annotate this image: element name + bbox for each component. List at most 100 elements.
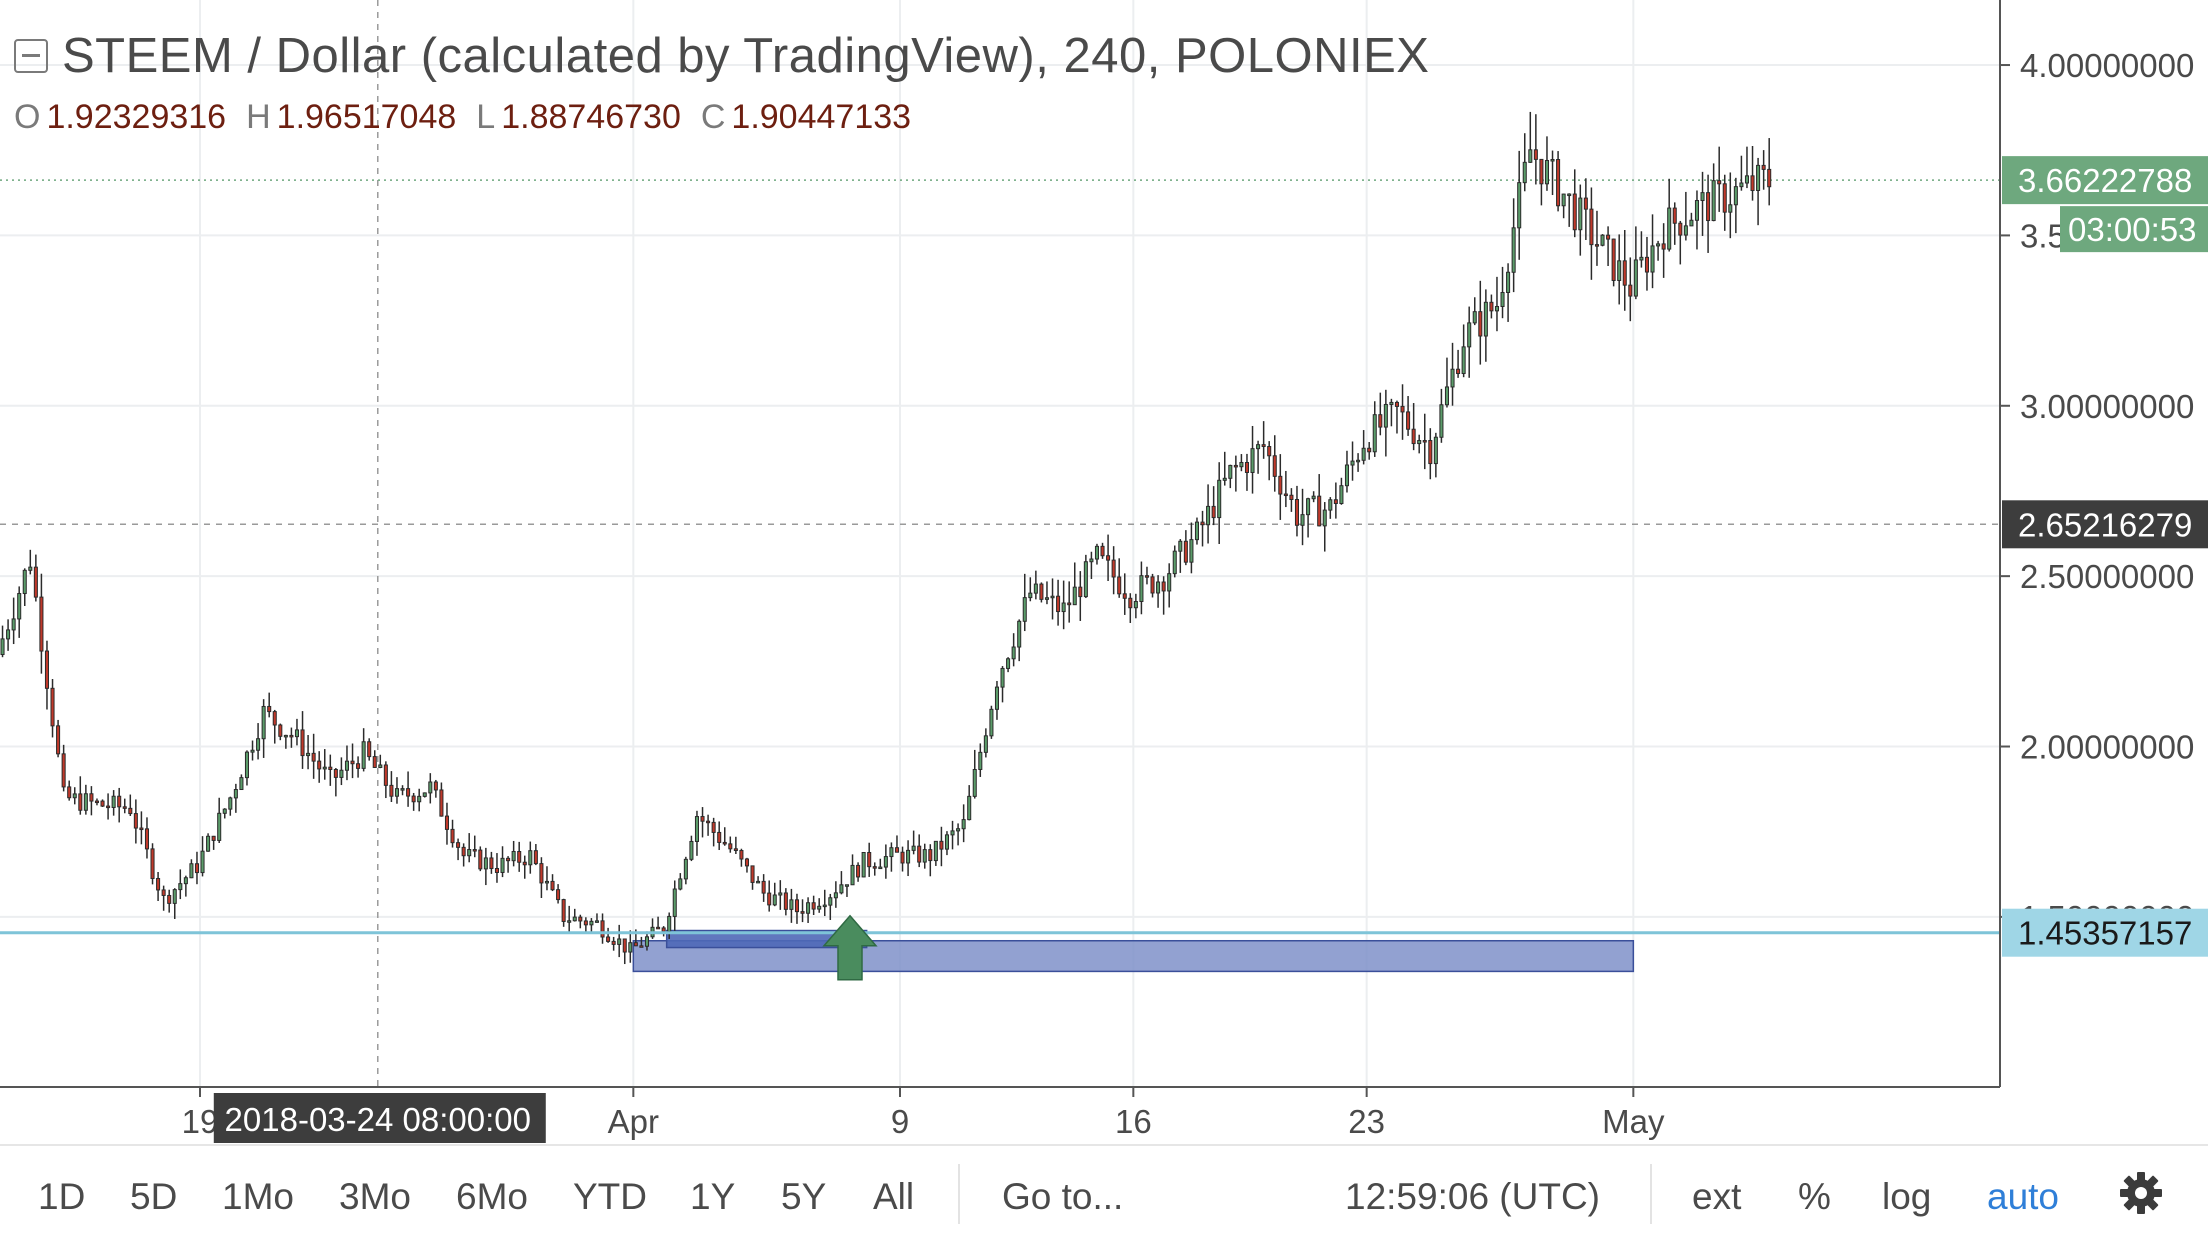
range-3mo-button[interactable]: 3Mo	[339, 1176, 411, 1217]
candle-body	[1217, 479, 1222, 519]
candle-body	[33, 566, 38, 598]
candle-body	[1167, 573, 1172, 592]
candle-body	[1183, 540, 1188, 563]
candle-body	[589, 920, 594, 926]
candle-body	[1756, 164, 1761, 192]
candle-body	[856, 864, 861, 878]
candle-body	[711, 821, 716, 833]
candle-body	[917, 845, 922, 863]
range-all-button[interactable]: All	[873, 1176, 915, 1217]
candle-body	[1439, 404, 1444, 438]
ohlc-values: O 1.92329316 H 1.96517048 L 1.88746730 C 1.9…	[14, 98, 911, 137]
candle-body	[806, 902, 811, 914]
range-5d-button[interactable]: 5D	[130, 1176, 178, 1217]
candle-body	[533, 850, 538, 865]
auto-scale-toggle[interactable]: auto	[1987, 1176, 2060, 1217]
utc-clock[interactable]: 12:59:06 (UTC)	[1345, 1176, 1600, 1217]
candle-body	[694, 816, 700, 842]
candle-body	[833, 892, 838, 899]
candle-body	[200, 850, 205, 874]
candle-body	[356, 763, 361, 769]
candle-body	[183, 877, 188, 885]
candle-body	[289, 734, 294, 738]
candle-body	[211, 835, 216, 841]
candle-body	[294, 729, 300, 738]
candle-body	[1306, 498, 1311, 516]
candle-body	[944, 834, 950, 850]
candle-body	[889, 847, 894, 858]
candle-body	[1422, 440, 1427, 443]
candle-body	[278, 724, 283, 737]
candle-body	[600, 920, 605, 938]
ext-toggle[interactable]: ext	[1692, 1176, 1742, 1217]
candle-body	[1239, 461, 1244, 468]
candle-body	[1211, 505, 1216, 519]
high-value: 1.96517048	[276, 98, 457, 136]
candle-body	[1083, 561, 1088, 598]
candle-body	[928, 849, 933, 862]
candle-body	[144, 828, 149, 850]
range-1mo-button[interactable]: 1Mo	[222, 1176, 294, 1217]
percent-scale-toggle[interactable]: %	[1798, 1176, 1831, 1217]
goto-button[interactable]: Go to...	[1002, 1176, 1124, 1217]
candle-body	[1122, 593, 1127, 599]
candle-body	[1278, 475, 1283, 495]
candle-body	[456, 842, 461, 848]
range-ytd-button[interactable]: YTD	[573, 1176, 647, 1217]
candle-body	[1100, 545, 1105, 557]
candle-body	[61, 753, 66, 788]
candle-body	[822, 904, 827, 908]
candle-body	[1506, 271, 1511, 294]
candle-body	[100, 800, 105, 807]
candle-body	[667, 915, 672, 933]
candle-body	[1000, 667, 1005, 688]
candle-body	[939, 840, 944, 850]
candle-body	[261, 705, 266, 740]
candle-body	[1311, 495, 1316, 500]
candle-body	[1372, 414, 1377, 453]
candle-body	[417, 795, 422, 803]
candle-body	[167, 894, 172, 904]
candle-body	[333, 768, 338, 778]
candle-body	[1572, 193, 1577, 231]
candle-body	[83, 793, 88, 811]
range-6mo-button[interactable]: 6Mo	[456, 1176, 528, 1217]
candle-body	[850, 864, 855, 886]
candle-body	[1050, 595, 1055, 599]
candle-body	[1150, 576, 1155, 594]
candle-body	[867, 851, 872, 868]
range-1d-button[interactable]: 1D	[38, 1176, 86, 1217]
candle-body	[1456, 368, 1461, 375]
candle-body	[372, 756, 377, 768]
candle-body	[1406, 411, 1411, 430]
candle-body	[1722, 183, 1727, 213]
candle-body	[717, 831, 722, 843]
range-5y-button[interactable]: 5Y	[781, 1176, 827, 1217]
candle-body	[1044, 597, 1050, 600]
candle-body	[1628, 284, 1633, 297]
price-chart[interactable]: 4.000000003.500000003.000000002.50000000…	[0, 0, 2208, 1144]
candle-body	[1317, 495, 1322, 527]
candle-body	[1161, 581, 1166, 592]
candles-group	[0, 111, 1772, 965]
candle-body	[1483, 301, 1488, 337]
candle-body	[1494, 305, 1500, 312]
collapse-legend-icon[interactable]	[14, 39, 48, 73]
candle-body	[172, 889, 177, 904]
settings-gear-icon[interactable]	[2118, 1170, 2164, 1216]
candle-body	[839, 884, 844, 894]
candle-body	[1761, 164, 1766, 170]
candle-body	[1272, 455, 1277, 477]
candle-body	[1361, 447, 1366, 461]
candle-body	[522, 861, 527, 866]
range-1y-button[interactable]: 1Y	[690, 1176, 736, 1217]
candle-body	[1589, 208, 1594, 246]
candle-body	[728, 843, 733, 850]
open-key: O	[14, 98, 41, 136]
candle-body	[178, 883, 183, 891]
candle-body	[450, 828, 455, 844]
candle-body	[1156, 581, 1161, 594]
candle-body	[306, 752, 311, 757]
log-scale-toggle[interactable]: log	[1882, 1176, 1932, 1217]
candle-body	[44, 650, 49, 689]
